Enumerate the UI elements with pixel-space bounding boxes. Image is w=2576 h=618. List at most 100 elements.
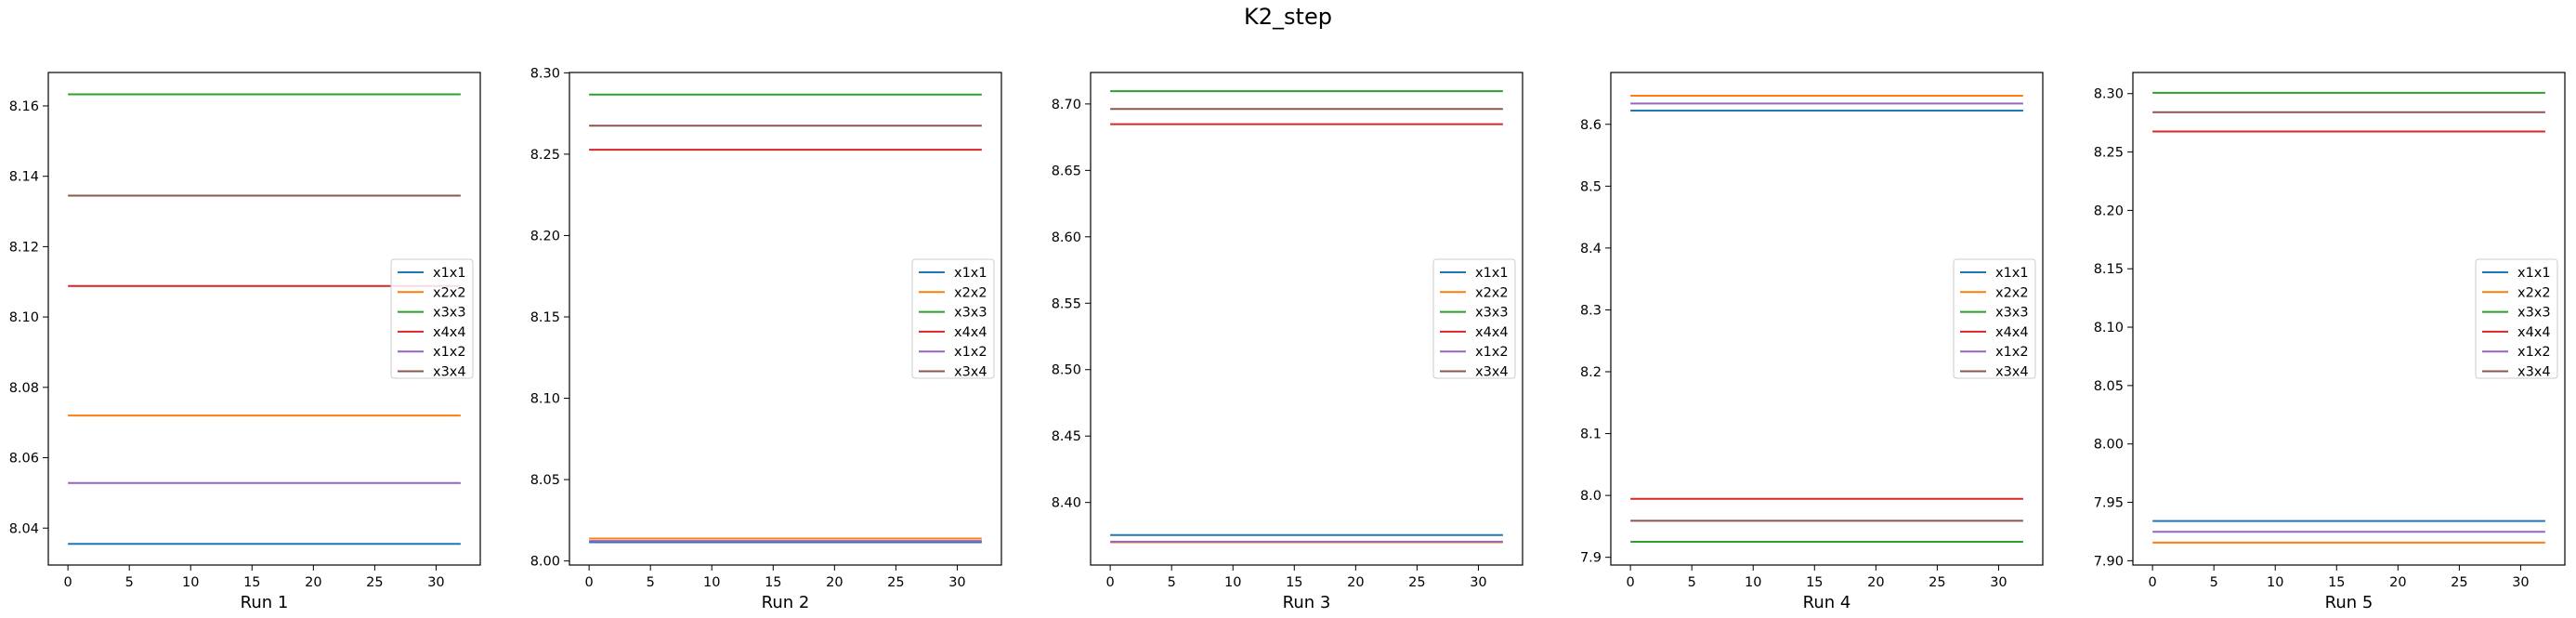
y-tick-label: 8.15 — [2094, 262, 2124, 277]
legend: x1x1 x2x2 x3x3 x4x4 x1x2 x3x4 — [911, 258, 995, 380]
legend: x1x1 x2x2 x3x3 x4x4 x1x2 x3x4 — [1953, 258, 2036, 380]
y-tick-label: 7.95 — [2094, 496, 2124, 511]
figure-title: K2_step — [1244, 4, 1332, 30]
y-tick-label: 8.12 — [9, 240, 39, 255]
x-tick-label: 20 — [2389, 575, 2406, 590]
x-tick-label: 10 — [182, 575, 199, 590]
legend-label-x3x4: x3x4 — [2517, 365, 2551, 380]
x-tick-label: 15 — [765, 575, 781, 590]
x-tick-label: 10 — [2267, 575, 2283, 590]
legend-label-x2x2: x2x2 — [1995, 285, 2029, 300]
y-tick-label: 8.30 — [2094, 87, 2124, 102]
x-tick-label: 25 — [887, 575, 904, 590]
legend-label-x3x4: x3x4 — [954, 365, 987, 380]
x-tick-label: 25 — [2451, 575, 2467, 590]
y-tick-label: 8.50 — [1052, 363, 1081, 378]
legend-label-x3x3: x3x3 — [954, 306, 987, 321]
y-tick-label: 7.9 — [1580, 551, 1602, 566]
x-axis-label: Run 1 — [241, 593, 289, 612]
y-tick-label: 8.16 — [9, 99, 39, 114]
x-tick-label: 30 — [948, 575, 965, 590]
x-tick-label: 30 — [1470, 575, 1486, 590]
y-tick-label: 8.05 — [530, 473, 560, 488]
legend-label-x1x2: x1x2 — [2517, 345, 2551, 360]
x-tick-label: 5 — [647, 575, 655, 590]
axes-frame — [569, 72, 1002, 566]
y-tick-label: 8.2 — [1580, 365, 1602, 380]
x-tick-label: 0 — [1627, 575, 1635, 590]
legend-box — [2475, 258, 2558, 379]
subplot-run-2: 0 5 10 15 20 25 30 8.00 8.05 8.10 8.15 8.20 8.25 8.30… — [530, 66, 1002, 612]
legend-label-x1x2: x1x2 — [1995, 345, 2029, 360]
x-tick-label: 10 — [1224, 575, 1241, 590]
legend-label-x4x4: x4x4 — [1995, 325, 2029, 340]
x-axis-label: Run 4 — [1803, 593, 1851, 612]
y-tick-label: 8.60 — [1052, 230, 1081, 245]
legend-label-x4x4: x4x4 — [2517, 325, 2551, 340]
y-tick-label: 8.6 — [1580, 118, 1602, 133]
legend-label-x3x3: x3x3 — [2517, 306, 2551, 321]
y-tick-label: 8.06 — [9, 452, 39, 467]
x-axis-label: Run 5 — [2325, 593, 2373, 612]
y-tick-label: 8.00 — [530, 555, 560, 570]
legend-label-x1x1: x1x1 — [954, 266, 987, 281]
y-tick-label: 8.70 — [1052, 98, 1081, 112]
y-tick-label: 8.65 — [1052, 164, 1081, 178]
legend-label-x4x4: x4x4 — [1475, 325, 1509, 340]
y-tick-label: 7.90 — [2094, 554, 2124, 569]
y-tick-label: 8.05 — [2094, 379, 2124, 394]
x-tick-label: 5 — [125, 575, 134, 590]
legend-label-x3x4: x3x4 — [1475, 365, 1509, 380]
y-tick-label: 8.20 — [530, 229, 560, 243]
x-tick-label: 5 — [1688, 575, 1696, 590]
legend-label-x1x2: x1x2 — [1475, 345, 1509, 360]
x-axis-label: Run 2 — [762, 593, 810, 612]
legend-label-x3x4: x3x4 — [433, 365, 466, 380]
x-tick-label: 10 — [1745, 575, 1761, 590]
x-tick-label: 20 — [826, 575, 843, 590]
x-tick-label: 5 — [1168, 575, 1176, 590]
x-tick-label: 0 — [585, 575, 594, 590]
legend-label-x2x2: x2x2 — [2517, 285, 2551, 300]
x-tick-label: 30 — [2512, 575, 2529, 590]
y-tick-label: 8.0 — [1580, 489, 1602, 504]
y-tick-label: 8.10 — [2094, 321, 2124, 335]
legend-box — [1953, 258, 2036, 379]
legend-label-x2x2: x2x2 — [1475, 285, 1509, 300]
legend-box — [911, 258, 995, 379]
legend-label-x2x2: x2x2 — [954, 285, 987, 300]
x-tick-label: 30 — [427, 575, 444, 590]
y-tick-label: 8.00 — [2094, 438, 2124, 453]
y-tick-label: 8.14 — [9, 170, 39, 185]
y-tick-label: 8.10 — [9, 310, 39, 325]
axes-frame — [1090, 72, 1523, 566]
axes-frame — [2132, 72, 2566, 566]
subplot-run-3: 0 5 10 15 20 25 30 8.40 8.45 8.50 8.55 8.60 8.65 8.70… — [1052, 72, 1523, 612]
axes-frame — [47, 72, 481, 566]
legend-label-x4x4: x4x4 — [954, 325, 987, 340]
x-tick-label: 15 — [2328, 575, 2345, 590]
y-tick-label: 8.45 — [1052, 429, 1081, 444]
legend-label-x3x3: x3x3 — [1995, 306, 2029, 321]
x-tick-label: 25 — [1929, 575, 1945, 590]
y-tick-label: 8.15 — [530, 310, 560, 325]
y-tick-label: 8.20 — [2094, 204, 2124, 218]
y-tick-label: 8.30 — [530, 66, 560, 81]
y-tick-label: 8.04 — [9, 521, 39, 536]
legend: x1x1 x2x2 x3x3 x4x4 x1x2 x3x4 — [390, 258, 474, 380]
legend-label-x2x2: x2x2 — [433, 285, 466, 300]
x-axis-label: Run 3 — [1283, 593, 1331, 612]
x-tick-label: 30 — [1990, 575, 2007, 590]
x-tick-label: 0 — [64, 575, 72, 590]
legend-label-x3x3: x3x3 — [1475, 306, 1509, 321]
legend-label-x4x4: x4x4 — [433, 325, 466, 340]
legend-box — [390, 258, 474, 379]
x-tick-label: 25 — [366, 575, 383, 590]
legend-label-x1x1: x1x1 — [433, 266, 466, 281]
x-tick-label: 15 — [1286, 575, 1302, 590]
legend: x1x1 x2x2 x3x3 x4x4 x1x2 x3x4 — [1432, 258, 1516, 380]
legend-label-x1x1: x1x1 — [1995, 266, 2029, 281]
x-tick-label: 15 — [1806, 575, 1823, 590]
y-tick-label: 8.25 — [530, 148, 560, 163]
